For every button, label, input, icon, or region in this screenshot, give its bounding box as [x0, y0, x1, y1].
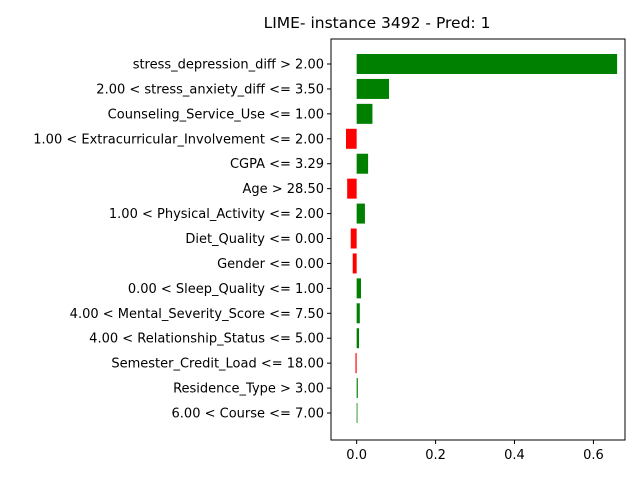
bar-5: [347, 178, 357, 199]
bar-2: [356, 103, 373, 124]
bars-group: [345, 54, 618, 424]
x-tick-label-0: 0.0: [346, 448, 367, 463]
x-ticks: 0.0 0.2 0.4 0.6: [346, 440, 604, 463]
y-tick-label-5: Age > 28.50: [242, 182, 324, 197]
bar-11: [356, 328, 360, 349]
y-tick-label-12: Semester_Credit_Load <= 18.00: [111, 357, 324, 372]
y-tick-label-4: CGPA <= 3.29: [230, 157, 324, 172]
bar-7: [350, 228, 357, 249]
y-tick-label-8: Gender <= 0.00: [217, 257, 324, 272]
bar-10: [356, 303, 360, 324]
x-tick-label-2: 0.4: [504, 448, 525, 463]
bar-8: [352, 253, 357, 274]
x-tick-label-3: 0.6: [583, 448, 604, 463]
y-tick-label-14: 6.00 < Course <= 7.00: [172, 407, 324, 422]
bar-6: [356, 203, 365, 224]
x-tick-label-1: 0.2: [425, 448, 446, 463]
y-tick-label-7: Diet_Quality <= 0.00: [185, 232, 324, 247]
bar-14: [356, 403, 358, 424]
bar-9: [356, 278, 361, 299]
bar-3: [345, 128, 357, 149]
y-tick-label-13: Residence_Type > 3.00: [173, 382, 324, 397]
y-tick-label-1: 2.00 < stress_anxiety_diff <= 3.50: [96, 82, 324, 97]
y-tick-labels: stress_depression_diff > 2.00 2.00 < stre…: [33, 58, 331, 422]
y-tick-label-9: 0.00 < Sleep_Quality <= 1.00: [128, 282, 324, 297]
y-tick-label-3: 1.00 < Extracurricular_Involvement <= 2.…: [33, 132, 324, 147]
bar-1: [356, 78, 390, 99]
y-tick-label-2: Counseling_Service_Use <= 1.00: [108, 107, 324, 122]
bar-0: [356, 54, 618, 74]
y-tick-label-6: 1.00 < Physical_Activity <= 2.00: [109, 207, 324, 222]
bar-13: [356, 378, 358, 399]
chart-title: LIME- instance 3492 - Pred: 1: [264, 14, 491, 32]
y-tick-label-10: 4.00 < Mental_Severity_Score <= 7.50: [70, 307, 324, 322]
bar-4: [356, 153, 369, 174]
y-tick-label-11: 4.00 < Relationship_Status <= 5.00: [89, 332, 324, 347]
bar-12: [355, 353, 357, 374]
plot-frame: [330, 38, 626, 441]
y-tick-label-0: stress_depression_diff > 2.00: [133, 58, 324, 73]
